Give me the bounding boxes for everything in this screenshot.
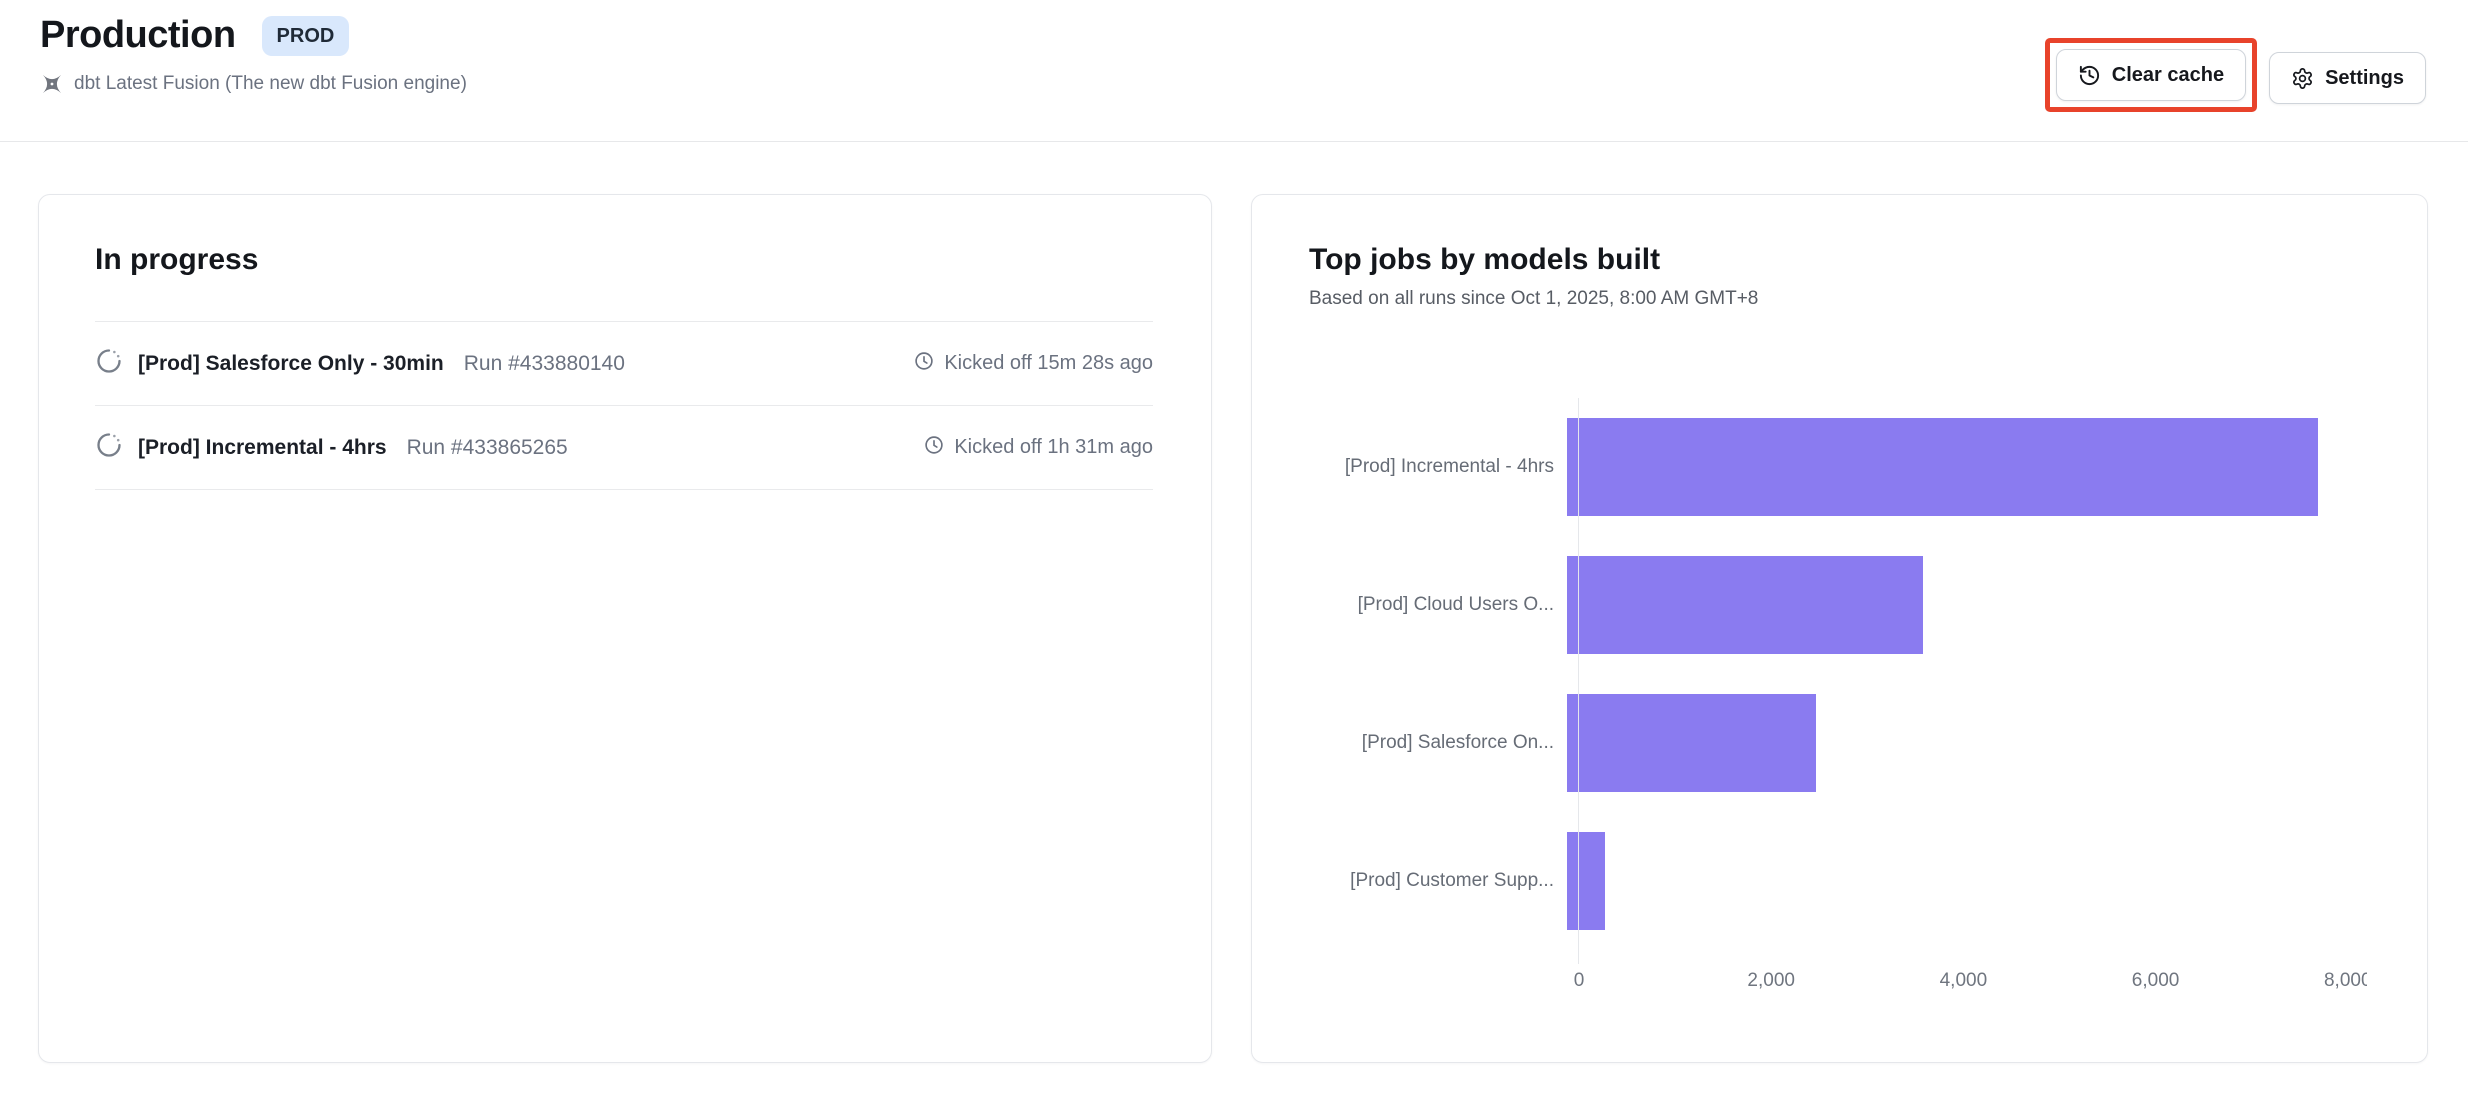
category-label: [Prod] Cloud Users O... (1357, 594, 1554, 615)
run-row[interactable]: [Prod] Incremental - 4hrs Run #433865265… (95, 405, 1153, 489)
clock-icon (913, 350, 935, 378)
run-row[interactable]: [Prod] Salesforce Only - 30min Run #4338… (95, 321, 1153, 405)
page-header: Production PROD dbt Latest Fusion (The n… (0, 0, 2468, 142)
main-content: In progress [Prod] Salesforce Only - 30m… (0, 142, 2468, 1063)
header-actions: Clear cache Settings (2044, 38, 2426, 112)
settings-label: Settings (2325, 66, 2404, 89)
bar[interactable] (1567, 694, 1816, 792)
spinner-icon (95, 347, 123, 380)
env-badge: PROD (261, 15, 350, 56)
run-list: [Prod] Salesforce Only - 30min Run #4338… (95, 321, 1153, 490)
top-jobs-subtitle: Based on all runs since Oct 1, 2025, 8:0… (1309, 288, 1759, 309)
chart-row: [Prod] Incremental - 4hrs (1309, 398, 2367, 536)
page-title: Production (40, 14, 236, 56)
clear-cache-button[interactable]: Clear cache (2055, 49, 2247, 101)
chart-row: [Prod] Customer Supp... (1309, 812, 2367, 950)
kicked-off: Kicked off 15m 28s ago (913, 350, 1153, 378)
title-row: Production PROD (40, 0, 2426, 57)
kicked-off-label: Kicked off 1h 31m ago (954, 436, 1153, 458)
x-axis: 0 2,000 4,000 6,000 8,000 (1574, 950, 2367, 1008)
bar[interactable] (1567, 832, 1606, 930)
environment-subtitle-label: dbt Latest Fusion (The new dbt Fusion en… (74, 73, 467, 94)
in-progress-title: In progress (95, 243, 259, 276)
history-icon (2078, 64, 2101, 87)
category-label: [Prod] Customer Supp... (1350, 870, 1554, 891)
x-axis-tick: 2,000 (1747, 970, 1795, 991)
gear-icon (2291, 67, 2314, 90)
x-axis-tick: 0 (1573, 970, 1585, 991)
environment-subtitle: dbt Latest Fusion (The new dbt Fusion en… (40, 72, 2426, 96)
spinner-icon (95, 431, 123, 464)
x-axis-tick: 4,000 (1939, 970, 1988, 991)
run-info: [Prod] Incremental - 4hrs Run #433865265 (95, 431, 568, 464)
top-jobs-card: Top jobs by models built Based on all ru… (1251, 194, 2428, 1063)
run-number[interactable]: Run #433880140 (463, 351, 625, 375)
category-label: [Prod] Incremental - 4hrs (1344, 456, 1554, 477)
kicked-off: Kicked off 1h 31m ago (923, 434, 1153, 462)
in-progress-card: In progress [Prod] Salesforce Only - 30m… (38, 194, 1212, 1063)
bar-area (1566, 398, 2367, 536)
bar[interactable] (1567, 418, 2319, 516)
clock-icon (923, 434, 945, 462)
dbt-logo-icon (40, 72, 64, 96)
top-jobs-title: Top jobs by models built (1309, 243, 1661, 276)
run-info: [Prod] Salesforce Only - 30min Run #4338… (95, 347, 625, 380)
bar[interactable] (1567, 556, 1924, 654)
bar-chart: [Prod] Incremental - 4hrs [Prod] Cloud U… (1309, 398, 2367, 1008)
clear-cache-label: Clear cache (2111, 63, 2225, 86)
chart-row: [Prod] Salesforce On... (1309, 674, 2367, 812)
chart-rows: [Prod] Incremental - 4hrs [Prod] Cloud U… (1309, 398, 2367, 964)
bar-area (1566, 674, 2367, 812)
bar-area (1566, 536, 2367, 674)
settings-button[interactable]: Settings (2269, 52, 2426, 104)
kicked-off-label: Kicked off 15m 28s ago (944, 352, 1153, 374)
job-name[interactable]: [Prod] Incremental - 4hrs (138, 435, 387, 459)
category-label: [Prod] Salesforce On... (1361, 732, 1554, 753)
x-axis-tick: 6,000 (2131, 970, 2180, 991)
x-axis-tick: 8,000 (2323, 970, 2367, 991)
run-number[interactable]: Run #433865265 (406, 435, 568, 459)
job-name[interactable]: [Prod] Salesforce Only - 30min (138, 351, 444, 375)
chart-row: [Prod] Cloud Users O... (1309, 536, 2367, 674)
annotation-highlight: Clear cache (2044, 38, 2258, 112)
bar-area (1566, 812, 2367, 950)
